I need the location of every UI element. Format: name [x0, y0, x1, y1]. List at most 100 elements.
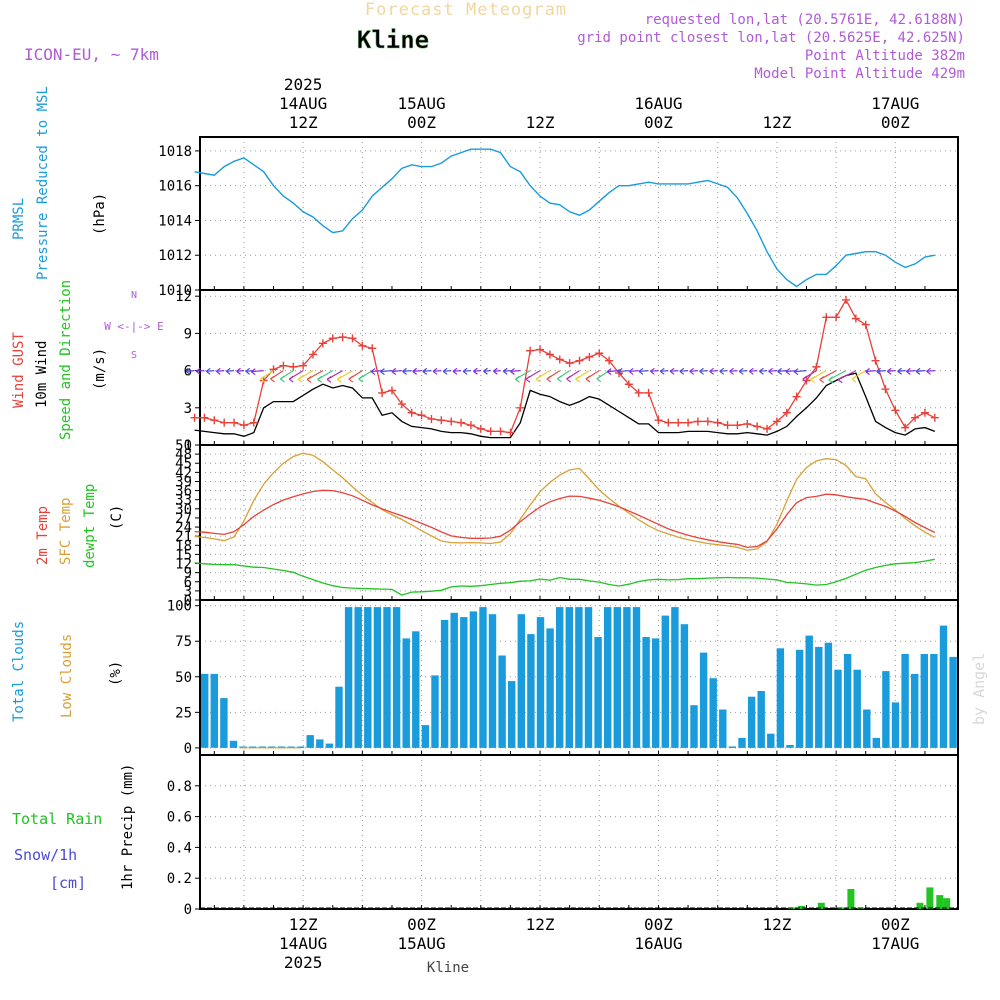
wind-direction-arrowhead	[915, 367, 921, 375]
cloud-bar	[556, 607, 564, 748]
cloud-bar	[757, 691, 765, 748]
temperature-ytick-label: 9	[184, 566, 192, 582]
wind-direction-arrowhead	[306, 375, 312, 383]
wind-gust-marker	[210, 416, 219, 425]
pressure-ytick-label: 1010	[158, 283, 192, 299]
cloud-bar	[623, 607, 631, 748]
wind-direction-arrowhead	[205, 367, 211, 375]
wind-direction-arrow	[719, 370, 728, 372]
wind-direction-arrowhead	[297, 375, 303, 383]
wind-direction-arrowhead	[391, 368, 397, 375]
cloud-label-low: Low Clouds	[59, 634, 75, 718]
cloud-bar	[853, 669, 861, 748]
cloud-bar	[805, 635, 813, 748]
wind-direction-arrow	[709, 370, 718, 372]
cloud-bar	[699, 652, 708, 748]
compass-north: N	[131, 290, 137, 301]
cloud-bar	[527, 634, 535, 748]
cloud-bar	[939, 625, 948, 748]
wind-direction-arrow	[186, 370, 195, 372]
wind-gust-marker	[407, 408, 416, 417]
wind-direction-arrowhead	[348, 375, 354, 383]
temp-label-2m: 2m Temp	[35, 506, 51, 565]
cloud-bar	[930, 654, 938, 748]
time-label: 00Z	[407, 113, 436, 132]
cloud-bar	[316, 739, 324, 748]
wind-direction-arrow	[391, 370, 402, 373]
wind-direction-arrowhead	[270, 375, 275, 383]
cloud-bar	[719, 709, 727, 748]
wind-direction-arrowhead	[546, 375, 552, 383]
wind-direction-arrow	[876, 370, 886, 372]
cloud-bar	[373, 607, 382, 748]
precip-frame	[199, 754, 959, 910]
wind-gust-marker	[417, 411, 426, 420]
wind-direction-arrowhead	[370, 368, 376, 376]
precip-ytick-label: 0.4	[167, 840, 192, 856]
wind-gust-marker	[911, 413, 920, 422]
temperature-ytick-label: 39	[175, 474, 192, 490]
wind-label-speed-dir: Speed and Direction	[58, 280, 74, 440]
temperature-ytick-label: 51	[175, 438, 192, 454]
wind-label-10m: 10m Wind	[34, 341, 50, 408]
wind-direction-arrowhead	[738, 367, 744, 375]
cloud-panel-labels: Total Clouds Low Clouds (%)	[11, 621, 124, 722]
wind-direction-arrowhead	[851, 375, 857, 383]
wind-gust-marker	[230, 418, 239, 427]
wind-direction-arrowhead	[575, 375, 581, 383]
clouds-ytick-label: 75	[175, 634, 192, 650]
wind-direction-arrow	[650, 370, 659, 372]
wind-direction-arrow	[679, 370, 689, 372]
cloud-bar	[565, 607, 573, 748]
wind-direction-arrow	[638, 370, 649, 373]
wind-direction-arrowhead	[606, 368, 612, 376]
pressure-panel: 1010 1012 1014 1016 1018	[158, 136, 959, 299]
wind-direction-arrowhead	[628, 367, 634, 375]
wind-gust-marker	[684, 418, 693, 427]
cloud-bar	[460, 617, 468, 748]
cloud-bar	[249, 746, 257, 748]
precip-ytick-label: 0.6	[167, 810, 192, 826]
cloud-bar	[613, 607, 621, 748]
wind-gust-marker	[851, 314, 860, 323]
wind-direction-arrow	[887, 370, 896, 372]
wind-direction-arrow	[402, 370, 412, 373]
temperature-ytick-label: 15	[175, 547, 192, 563]
wind-direction-arrow	[196, 370, 205, 372]
wind-gust-marker	[871, 356, 880, 365]
cloud-bar	[287, 746, 295, 748]
credit-watermark: by Angel	[970, 653, 988, 725]
cloud-bar	[258, 746, 266, 748]
wind-direction-arrowhead	[422, 367, 428, 375]
cloud-bar	[824, 642, 833, 748]
wind-direction-arrowhead	[777, 367, 782, 375]
wind-direction-arrowhead	[317, 375, 322, 383]
wind-gust-marker	[792, 392, 801, 401]
compass-east-west: W <-|-> E	[104, 320, 164, 333]
wind-direction-arrowhead	[510, 367, 515, 375]
wind-direction-arrow	[607, 370, 620, 373]
cloud-bar	[747, 696, 756, 748]
pressure-ytick-label: 1014	[158, 213, 192, 229]
wind-direction-arrowhead	[659, 367, 665, 375]
temperature-ytick-label: 21	[175, 529, 192, 545]
wind-direction-arrowhead	[699, 367, 704, 375]
clouds-ytick-label: 100	[167, 599, 192, 615]
wind-gust-marker	[575, 356, 584, 365]
wind-direction-arrow	[380, 370, 393, 373]
wind-gust-marker	[486, 427, 495, 436]
wind-gust-marker	[220, 418, 229, 427]
location-title: Kline	[357, 26, 429, 54]
wind-direction-arrowhead	[525, 375, 531, 383]
pressure-frame	[199, 136, 959, 291]
cloud-panel: 0 25 50 75 100	[167, 599, 959, 757]
cloud-bar	[594, 637, 602, 748]
wind-direction-arrowhead	[566, 375, 571, 383]
precip-bar	[817, 902, 825, 909]
cloud-bar	[488, 614, 497, 748]
wind-direction-arrow	[749, 370, 758, 372]
wind-direction-arrowhead	[819, 376, 825, 384]
wind-direction-arrowhead	[650, 367, 655, 375]
pressure-label-prmsl: PRMSL	[11, 198, 27, 240]
